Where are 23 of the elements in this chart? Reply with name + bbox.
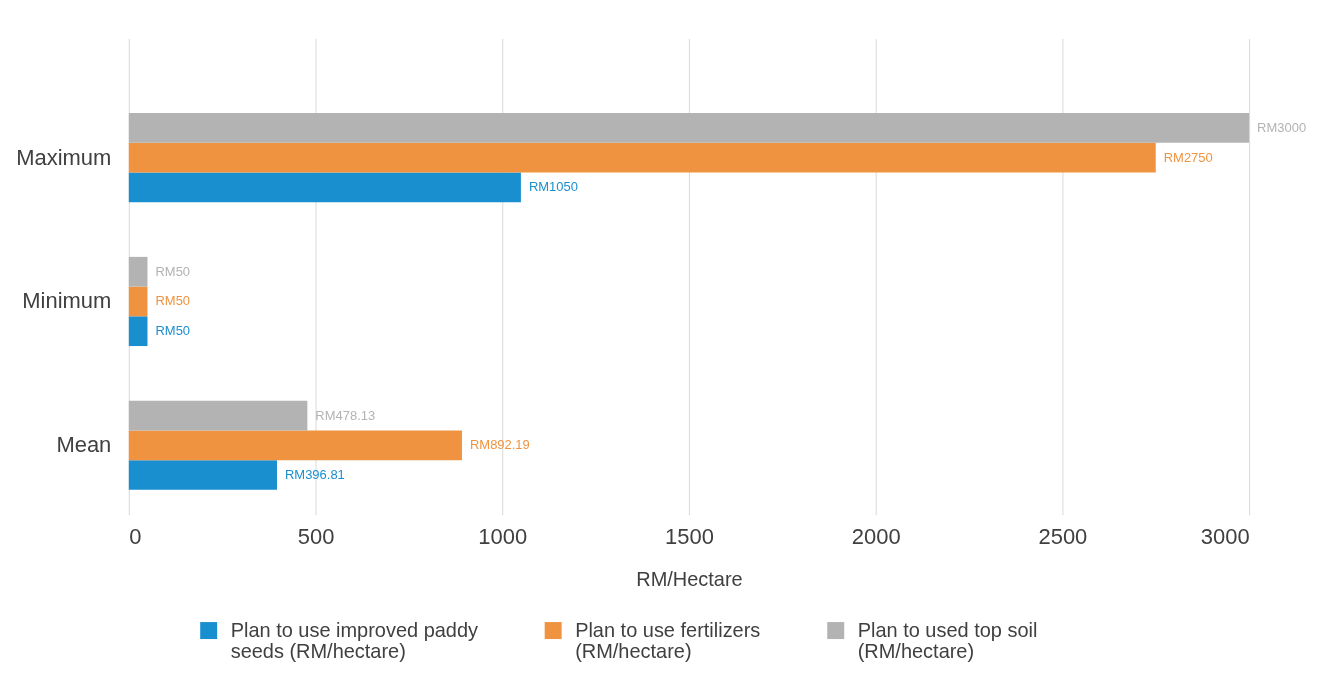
x-tick-label: 2000 bbox=[851, 524, 901, 550]
x-tick-label: 0 bbox=[129, 524, 142, 550]
data-label: RM3000 bbox=[1257, 119, 1307, 135]
data-label: RM2750 bbox=[1163, 149, 1213, 165]
x-tick-label: 1000 bbox=[478, 524, 528, 550]
data-label: RM892.19 bbox=[469, 437, 530, 453]
data-label: RM478.13 bbox=[315, 407, 376, 423]
x-axis-title: RM/Hectare bbox=[636, 568, 743, 591]
data-label: RM50 bbox=[155, 263, 191, 279]
y-tick-label: Mean bbox=[56, 432, 112, 458]
x-tick-label: 500 bbox=[297, 524, 335, 550]
x-tick-label: 2500 bbox=[1038, 524, 1088, 550]
legend-label: Plan to used top soil (RM/hectare) bbox=[857, 618, 1038, 663]
data-label: RM1050 bbox=[528, 179, 578, 195]
data-label: RM50 bbox=[155, 323, 191, 339]
y-tick-label: Maximum bbox=[16, 144, 112, 170]
data-label: RM396.81 bbox=[284, 466, 345, 482]
y-tick-label: Minimum bbox=[22, 288, 112, 314]
x-tick-label: 3000 bbox=[1200, 524, 1250, 550]
x-tick-label: 1500 bbox=[665, 524, 714, 550]
data-label: RM50 bbox=[155, 293, 191, 309]
legend-label: Plan to use fertilizers (RM/hectare) bbox=[575, 618, 761, 663]
legend-label: Plan to use improved paddy seeds (RM/hectare) bbox=[230, 618, 479, 663]
